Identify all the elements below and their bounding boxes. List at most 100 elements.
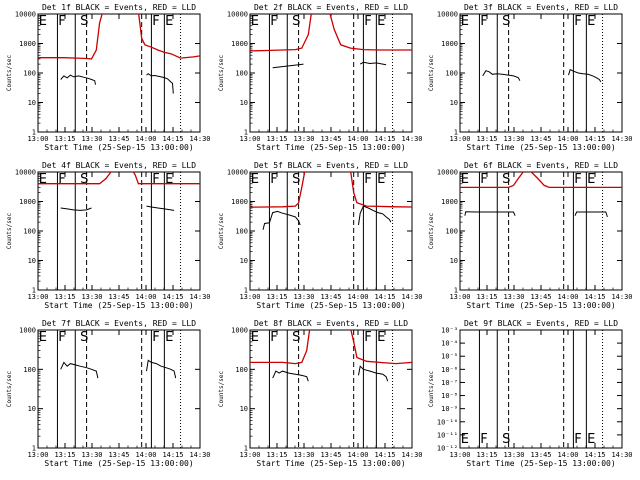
interval-marker-f: F [574, 14, 581, 29]
x-tick-label: 14:00 [557, 135, 578, 143]
interval-marker-f: F [58, 14, 65, 29]
x-tick-label: 14:15 [162, 293, 183, 301]
plot-frame [37, 329, 201, 449]
series-events-line [272, 63, 304, 69]
y-tick-label: 10 [240, 405, 248, 413]
x-tick-label: 13:45 [530, 293, 551, 301]
series-events-line [568, 68, 602, 83]
interval-marker-e: E [165, 172, 173, 187]
x-tick-label: 13:15 [476, 451, 497, 459]
y-tick-label: 10000 [15, 11, 36, 19]
x-tick-label: 14:15 [584, 293, 605, 301]
panel-title: Det 5f BLACK = Events, RED = LLD [254, 161, 408, 170]
interval-marker-f: F [58, 330, 65, 345]
series-events-line [358, 365, 389, 382]
x-tick-label: 14:30 [401, 293, 422, 301]
x-tick-label: 14:15 [162, 135, 183, 143]
interval-marker-e: E [461, 432, 469, 447]
interval-marker-f: F [480, 14, 487, 29]
series-events-line [60, 361, 99, 379]
interval-marker-e: E [587, 172, 595, 187]
x-tick-label: 13:15 [266, 293, 287, 301]
interval-marker-f: F [152, 14, 159, 29]
y-tick-label: 1000 [19, 40, 36, 48]
series-events-line [262, 210, 301, 230]
interval-marker-s: S [292, 14, 300, 29]
series-lld-line [350, 330, 412, 365]
x-tick-label: 13:30 [503, 135, 524, 143]
interval-marker-e: E [587, 432, 595, 447]
series-events-line [146, 205, 175, 211]
interval-marker-e: E [165, 14, 173, 29]
interval-marker-s: S [292, 330, 300, 345]
interval-marker-e: E [461, 172, 469, 187]
x-tick-label: 13:15 [476, 135, 497, 143]
x-tick-label: 13:00 [27, 451, 48, 459]
x-axis-label: Start Time (25-Sep-15 13:00:00) [466, 143, 615, 152]
y-axis-label: Counts/sec [218, 55, 225, 92]
interval-marker-e: E [377, 330, 385, 345]
x-tick-label: 13:30 [81, 451, 102, 459]
interval-marker-s: S [502, 172, 510, 187]
y-axis-label: Counts/sec [218, 213, 225, 250]
panel-det-4: Det 4f BLACK = Events, RED = LLD 1 10 100 10… [6, 161, 211, 310]
y-tick-label: 1000 [19, 327, 36, 335]
panel-det-1: Det 1f BLACK = Events, RED = LLD 1 10 100 10… [6, 3, 211, 152]
x-tick-label: 13:30 [81, 293, 102, 301]
y-tick-label: 100 [23, 228, 36, 236]
y-tick-label: 100 [235, 70, 248, 78]
y-axis-label: Counts/sec [428, 371, 435, 408]
interval-marker-f: F [270, 14, 277, 29]
interval-marker-e: E [39, 172, 47, 187]
y-tick-label: 1 [32, 129, 36, 137]
series-lld-line [250, 172, 306, 208]
panel-det-9: Det 9f BLACK = Events, RED = LLD 10⁻¹² 10⁻… [428, 319, 633, 468]
x-tick-label: 13:00 [27, 135, 48, 143]
interval-marker-e: E [377, 172, 385, 187]
x-tick-label: 14:15 [374, 293, 395, 301]
y-tick-label: 10⁻⁶ [441, 366, 458, 374]
panel-det-2: Det 2f BLACK = Events, RED = LLD 1 10 100 10… [218, 3, 423, 152]
panel-title: Det 6f BLACK = Events, RED = LLD [464, 161, 618, 170]
interval-marker-f: F [270, 330, 277, 345]
y-tick-label: 10⁻⁸ [441, 392, 458, 400]
panel-title: Det 7f BLACK = Events, RED = LLD [42, 319, 196, 328]
y-axis-label: Counts/sec [6, 55, 13, 92]
y-tick-label: 1000 [441, 40, 458, 48]
interval-marker-f: F [574, 432, 581, 447]
x-tick-label: 13:00 [449, 293, 470, 301]
y-tick-label: 1000 [231, 198, 248, 206]
x-tick-label: 14:00 [135, 451, 156, 459]
x-tick-label: 14:15 [584, 451, 605, 459]
x-tick-label: 13:00 [449, 135, 470, 143]
x-tick-label: 13:45 [320, 135, 341, 143]
x-axis-label: Start Time (25-Sep-15 13:00:00) [256, 143, 405, 152]
y-tick-label: 10⁻³ [441, 327, 458, 335]
plot-frame [249, 329, 413, 449]
x-tick-label: 14:00 [347, 293, 368, 301]
series-lld-line [138, 14, 200, 59]
y-tick-label: 1000 [19, 198, 36, 206]
interval-marker-e: E [587, 14, 595, 29]
y-tick-label: 10⁻¹² [437, 445, 458, 453]
y-tick-label: 1 [454, 287, 458, 295]
y-axis-label: Counts/sec [428, 55, 435, 92]
series-events-line [146, 359, 177, 379]
plot-frame [249, 13, 413, 133]
x-axis-label: Start Time (25-Sep-15 13:00:00) [466, 301, 615, 310]
y-tick-label: 1 [32, 287, 36, 295]
y-tick-label: 10 [28, 99, 36, 107]
panel-title: Det 2f BLACK = Events, RED = LLD [254, 3, 408, 12]
x-tick-label: 14:15 [584, 135, 605, 143]
panel-det-5: Det 5f BLACK = Events, RED = LLD 1 10 100 10… [218, 161, 423, 310]
panel-title: Det 1f BLACK = Events, RED = LLD [42, 3, 196, 12]
y-axis-label: Counts/sec [218, 371, 225, 408]
series-events-line [146, 73, 174, 94]
plot-frame [37, 171, 201, 291]
interval-marker-e: E [251, 172, 259, 187]
x-axis-label: Start Time (25-Sep-15 13:00:00) [256, 301, 405, 310]
interval-marker-f: F [364, 172, 371, 187]
x-tick-label: 13:00 [449, 451, 470, 459]
x-axis-label: Start Time (25-Sep-15 13:00:00) [466, 459, 615, 468]
series-events-line [482, 70, 521, 81]
